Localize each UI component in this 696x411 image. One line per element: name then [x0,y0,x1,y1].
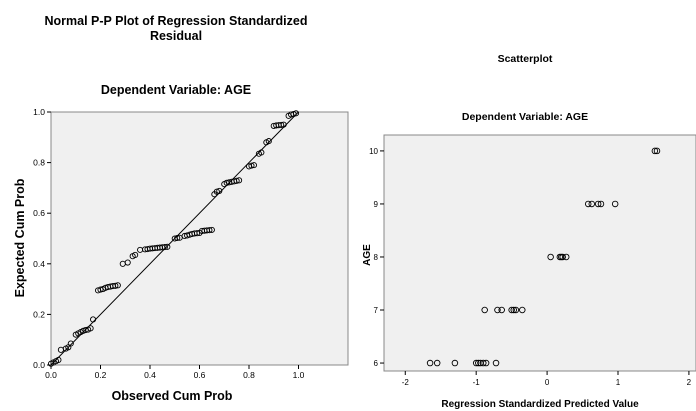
scatter-x-ticks: -2 -1 0 1 2 [402,371,692,387]
pp-x-tick-label: 0.4 [144,370,156,380]
pp-x-tick-label: 0.6 [194,370,206,380]
scatter-y-tick-label: 8 [374,253,379,262]
pp-x-tick-label: 0.2 [95,370,107,380]
pp-y-tick-label: 0.8 [33,158,45,168]
scatter-point [492,359,500,367]
scatter-point [519,306,526,314]
pp-title-line-1: Normal P-P Plot of Regression Standardiz… [44,14,307,28]
pp-points [47,110,300,367]
pp-point [250,162,257,169]
pp-point [265,138,272,145]
pp-point [114,282,121,289]
pp-point [213,188,220,195]
pp-y-tick-label: 0.6 [33,208,45,218]
pp-point [132,251,139,258]
scatter-plot-area [383,134,696,372]
pp-point [55,356,62,363]
pp-point [280,121,287,128]
pp-y-axis-label: Expected Cum Prob [13,178,27,297]
scatter-point [510,306,518,314]
pp-y-tick-label: 0.4 [33,259,45,269]
pp-point [193,230,201,237]
scatter-title: Scatterplot [498,53,553,65]
scatter-point [653,147,661,155]
pp-x-tick-label: 1.0 [293,370,305,380]
scatter-y-tick-label: 7 [374,306,379,315]
pp-point [233,177,240,184]
pp-y-tick-label: 1.0 [33,107,45,117]
pp-point [174,234,181,242]
scatter-points [426,147,661,367]
scatter-point [584,200,592,208]
pp-point [292,110,300,117]
pp-point [124,259,131,266]
pp-point [161,244,168,251]
scatter-point [611,200,619,208]
scatter-point [562,253,570,261]
scatter-point [508,306,515,314]
scatter-x-tick-label: -1 [473,378,481,387]
scatter-point [433,359,441,367]
pp-x-tick-label: 0.0 [45,370,57,380]
scatter-y-tick-label: 9 [374,200,379,209]
pp-title-line-2: Residual [150,29,202,43]
scatter-point [451,359,459,367]
scatter-y-tick-label: 6 [374,359,379,368]
scatter-x-axis-label: Regression Standardized Predicted Value [441,399,639,410]
scatter-x-tick-label: 0 [545,378,550,387]
pp-x-ticks: 0.0 0.2 0.4 0.6 0.8 1.0 [45,365,305,380]
scatter-y-axis-label: AGE [362,244,373,266]
pp-plot-area [50,111,349,366]
scatter-point [512,306,520,314]
pp-point [208,226,215,233]
pp-point [258,149,265,156]
scatter-y-ticks: 6 7 8 9 10 [369,147,384,368]
scatter-point [651,147,659,155]
pp-plot: Normal P-P Plot of Regression Standardiz… [13,14,349,403]
scatter-point [426,359,434,367]
scatter-point [475,359,482,367]
pp-point [290,110,297,118]
scatter-point [481,306,488,314]
scatter-x-tick-label: 2 [687,378,692,387]
scatter-point [597,200,605,208]
pp-subtitle: Dependent Variable: AGE [101,83,251,97]
scatter-point [480,359,487,367]
pp-point [112,282,119,289]
pp-y-tick-label: 0.2 [33,309,45,319]
pp-x-axis-label: Observed Cum Prob [112,389,233,403]
scatter-subtitle: Dependent Variable: AGE [462,111,588,123]
scatterplot: Scatterplot Dependent Variable: AGE -2 -1… [362,53,696,410]
pp-point [278,121,285,128]
pp-y-tick-label: 0.0 [33,360,45,370]
pp-point [236,177,243,184]
pp-y-ticks: 0.0 0.2 0.4 0.6 0.8 1.0 [33,107,51,370]
pp-point [206,227,213,234]
pp-point [90,316,97,323]
scatter-point [494,306,501,314]
pp-point [67,340,74,347]
scatter-point [498,306,505,314]
scatter-point [594,200,602,208]
scatter-x-tick-label: 1 [616,378,621,387]
pp-point [87,325,94,332]
scatter-point [559,253,566,261]
pp-point [248,162,255,169]
scatter-point [472,359,480,367]
scatter-point [547,253,554,261]
scatter-point [482,359,490,367]
scatter-y-tick-label: 10 [369,147,378,156]
pp-x-tick-label: 0.8 [243,370,255,380]
pp-point [164,243,171,250]
scatter-point [588,200,596,208]
pp-point [216,187,223,194]
scatter-x-tick-label: -2 [402,378,410,387]
